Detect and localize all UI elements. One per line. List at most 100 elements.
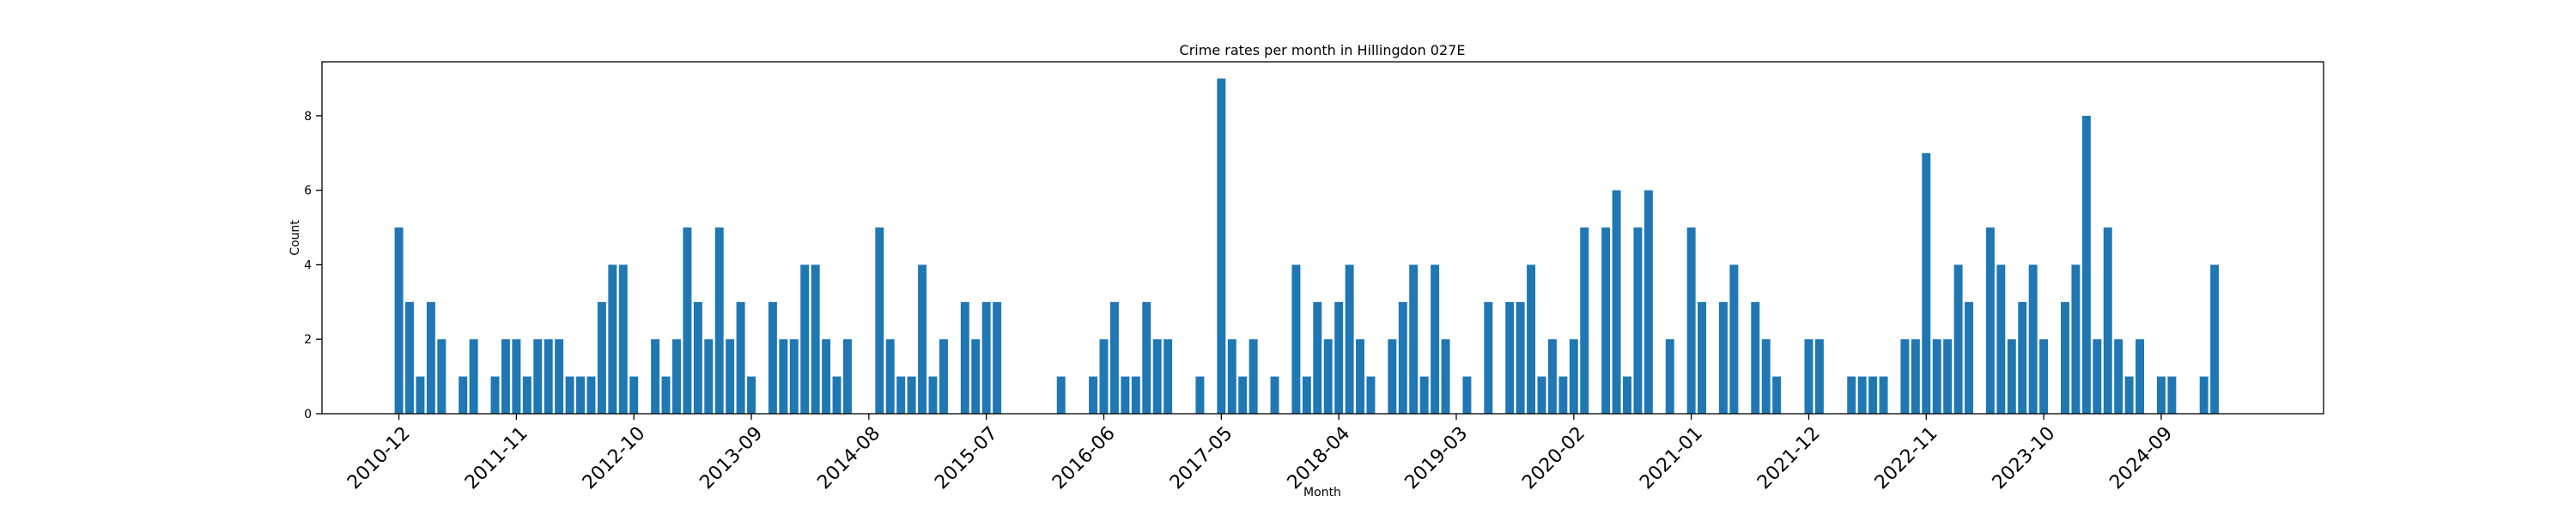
bar-2022-05 [1857,376,1867,414]
bar-2015-05 [960,301,969,414]
bar-2024-01 [2071,264,2081,414]
bar-2019-02 [1441,339,1450,414]
bar-2013-02 [671,339,681,414]
bar-2014-06 [843,339,852,414]
bar-2019-06 [1484,301,1493,414]
bar-2013-04 [693,301,702,414]
x-tick-label: 2024-09 [2105,423,2177,494]
bar-2015-01 [918,264,927,414]
plot-frame [321,61,2324,415]
bar-2018-10 [1398,301,1407,414]
bar-2019-12 [1547,339,1557,414]
bar-2020-05 [1601,227,1611,414]
bar-2016-12 [1163,339,1173,414]
bar-2014-01 [789,339,799,414]
bar-2023-05 [1985,227,1995,414]
bar-2024-06 [2124,376,2134,414]
bar-2013-01 [661,376,671,414]
bar-2018-06 [1356,339,1365,414]
bar-2011-07 [469,339,478,414]
bar-2010-12 [394,227,404,414]
bar-2012-01 [533,339,543,414]
x-tick-label: 2019-03 [1401,423,1473,494]
bar-2019-11 [1537,376,1546,414]
bar-2023-02 [1953,264,1963,414]
bar-2021-12 [1804,339,1814,414]
bar-2014-11 [896,376,906,414]
bar-2013-03 [683,227,692,414]
bar-2011-06 [459,376,468,414]
bar-2011-11 [512,339,521,414]
bar-2023-10 [2039,339,2049,414]
x-tick-label: 2013-09 [696,423,768,494]
y-tick-label: 0 [304,408,312,421]
bar-2023-07 [2007,339,2016,414]
bar-2018-09 [1388,339,1397,414]
bar-2016-06 [1099,339,1109,414]
bar-2014-12 [907,376,916,414]
bar-2022-07 [1879,376,1888,414]
chart-title: Crime rates per month in Hillingdon 027E [1180,42,1466,58]
bar-2016-02 [1056,376,1066,414]
bar-2012-07 [597,301,606,414]
bar-2016-08 [1121,376,1130,414]
bar-2020-02 [1569,339,1578,414]
bar-2019-08 [1505,301,1515,414]
bar-2020-03 [1580,227,1589,414]
bar-2015-06 [971,339,981,414]
bar-2015-02 [928,376,938,414]
bar-2014-03 [811,264,820,414]
bar-2014-02 [800,264,810,414]
bar-2014-04 [822,339,831,414]
bar-2023-09 [2028,264,2038,414]
bar-2011-10 [501,339,510,414]
x-tick-label: 2020-02 [1518,423,1589,494]
bar-2020-09 [1643,190,1653,414]
bar-2023-08 [2018,301,2027,414]
bar-2015-03 [939,339,948,414]
bar-2017-08 [1249,339,1258,414]
bar-2012-08 [608,264,617,414]
bar-2021-04 [1718,301,1728,414]
bar-2018-05 [1345,264,1354,414]
x-tick-label: 2012-10 [579,423,650,494]
bar-2022-04 [1847,376,1856,414]
bars-group [394,78,2220,415]
y-axis-label: Count [289,220,302,256]
x-axis-label: Month [1303,486,1341,500]
x-tick-label: 2021-01 [1636,423,1707,494]
x-axis-ticks: 2010-12 2011-11 2012-10 2013-09 2014-08 2015-… [343,414,2177,494]
bar-2020-07 [1623,376,1631,414]
bar-2021-01 [1686,227,1696,414]
bar-2011-09 [490,376,500,414]
bar-2015-08 [993,301,1002,414]
bar-2011-03 [426,301,435,414]
x-tick-label: 2022-11 [1871,423,1942,494]
bar-2017-06 [1227,339,1236,414]
bar-2020-11 [1665,339,1674,414]
bar-2013-08 [736,301,745,414]
y-tick-label: 8 [304,110,312,124]
bar-2021-02 [1698,301,1707,414]
bar-2018-07 [1366,376,1376,414]
x-tick-label: 2016-06 [1048,423,1120,494]
bar-2022-12 [1932,339,1941,414]
bar-2012-03 [555,339,564,414]
bar-2016-09 [1131,376,1140,414]
bar-2023-12 [2061,301,2069,414]
bar-2024-09 [2156,376,2166,414]
bar-2020-01 [1558,376,1568,414]
bar-2013-12 [779,339,788,414]
bar-2021-05 [1729,264,1739,414]
bar-2022-06 [1868,376,1878,414]
bar-2016-11 [1152,339,1162,414]
bar-2016-05 [1089,376,1098,414]
bar-2025-02 [2210,264,2220,414]
bar-2017-03 [1195,376,1205,414]
x-tick-label: 2017-05 [1166,423,1237,494]
bar-2012-06 [586,376,596,414]
x-tick-label: 2018-04 [1284,423,1355,494]
bar-2013-07 [726,339,735,414]
x-tick-label: 2021-12 [1753,423,1825,494]
bar-2018-12 [1419,376,1429,414]
